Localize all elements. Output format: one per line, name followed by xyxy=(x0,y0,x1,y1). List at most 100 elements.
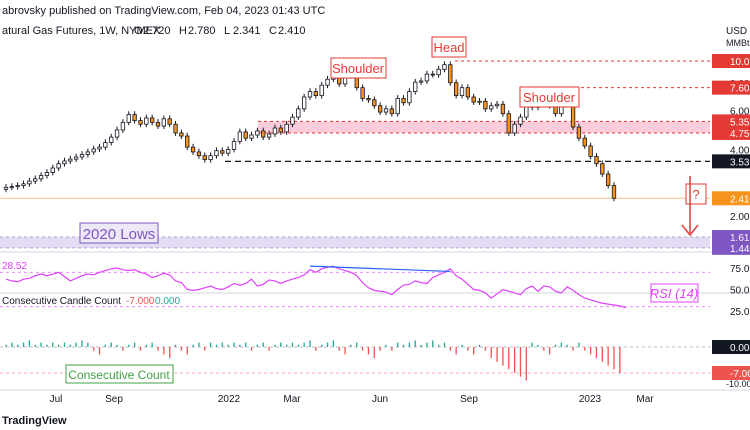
symbol-line: atural Gas Futures, 1W, NYMEX O 2.720 H 2.7… xyxy=(2,25,306,37)
candle-down xyxy=(149,117,155,123)
candle-up xyxy=(161,118,166,127)
consecutive-count-panel xyxy=(0,340,710,381)
candle-up xyxy=(91,148,96,153)
candle-up xyxy=(301,96,307,110)
candle-up xyxy=(44,172,50,177)
price-tag-box xyxy=(712,154,750,169)
candle-up xyxy=(214,150,219,157)
candle-up xyxy=(272,127,278,135)
candle-up xyxy=(296,108,301,118)
question-group: ? xyxy=(681,176,707,237)
price-tag-label: 5.355 xyxy=(730,117,750,128)
ohlc-key-c: C xyxy=(269,25,277,37)
candle-down xyxy=(243,131,248,139)
count-value-1: -7.000 xyxy=(126,296,155,307)
rsi-tick: 50.00 xyxy=(730,286,750,297)
time-tick: Jul xyxy=(50,394,63,405)
price-tag-box xyxy=(712,125,750,140)
candle-up xyxy=(21,183,26,186)
candle-down xyxy=(138,120,143,125)
rsi-current-value: 28.52 xyxy=(2,261,27,272)
candle-down xyxy=(600,163,605,175)
count-indicator-name[interactable]: Consecutive Candle Count xyxy=(2,296,121,307)
price-tag-label: 1.612 xyxy=(730,233,750,244)
candle-down xyxy=(430,73,435,76)
price-tag-label: 7.604 xyxy=(730,84,750,95)
count-tag-zero-box xyxy=(712,340,750,354)
candle-up xyxy=(413,81,418,92)
candle-up xyxy=(284,123,289,133)
time-axis[interactable]: Jul Sep 2022 Mar Jun Sep 2023 Mar xyxy=(50,394,655,405)
head-label: Head xyxy=(433,40,464,55)
candle-up xyxy=(74,156,79,160)
candle-up xyxy=(307,91,313,98)
price-tag-box xyxy=(712,54,750,68)
candle-up xyxy=(120,121,126,131)
rsi-line xyxy=(5,265,626,309)
ohlc-value-c: 2.410 xyxy=(278,25,306,37)
lows-label: 2020 Lows xyxy=(83,226,156,243)
time-tick: Mar xyxy=(636,394,654,405)
candle-up xyxy=(477,100,482,103)
candle-down xyxy=(448,64,453,84)
candle-up xyxy=(109,136,114,143)
brand-name: TradingView xyxy=(2,415,67,427)
count-tick: 0.000 xyxy=(730,343,750,354)
down-arrow-head xyxy=(681,224,699,237)
price-tag-label: 10.028 xyxy=(730,57,750,68)
rsi-divergence-line xyxy=(309,265,451,273)
price-tick: 2.000 xyxy=(730,212,750,223)
price-tag-box xyxy=(712,240,750,255)
candle-down xyxy=(278,127,283,133)
right-shoulder-label-group: Shoulder xyxy=(519,86,580,108)
count-legend: Consecutive Candle Count -7.000 0.000 xyxy=(2,296,180,307)
time-tick: 2022 xyxy=(218,394,241,405)
candle-up xyxy=(266,133,272,138)
candle-down xyxy=(313,91,319,97)
axis-currency: USD xyxy=(726,26,747,37)
lows-zone xyxy=(0,237,710,248)
head-label-box xyxy=(431,36,467,58)
symbol-name[interactable]: atural Gas Futures, 1W, NYMEX xyxy=(2,25,161,37)
right-shoulder-label: Shoulder xyxy=(523,90,576,105)
candle-up xyxy=(50,167,55,173)
rsi-label-group: RSI (14) xyxy=(650,283,699,303)
ohlc-value-l: 2.341 xyxy=(233,25,261,37)
candle-up xyxy=(319,84,324,97)
lows-label-box xyxy=(79,222,159,244)
candle-down xyxy=(500,103,506,115)
rsi-label: RSI (14) xyxy=(650,286,698,301)
candle-down xyxy=(155,121,161,127)
publish-info: abrovsky published on TradingView.com, F… xyxy=(2,5,325,17)
candle-down xyxy=(366,98,371,101)
rsi-label-box xyxy=(650,283,699,303)
candle-up xyxy=(494,103,500,107)
candle-up xyxy=(459,87,465,97)
candle-up xyxy=(436,68,441,76)
candle-up xyxy=(62,160,67,165)
lows-label-group: 2020 Lows xyxy=(79,222,159,244)
candle-down xyxy=(471,96,476,103)
question-label: ? xyxy=(692,187,699,202)
price-tag-label: 1.440 xyxy=(730,244,750,255)
candle-down xyxy=(389,108,395,115)
count-tick: -10.000 xyxy=(726,379,750,389)
candle-up xyxy=(407,91,412,104)
count-label: Consecutive Count xyxy=(68,368,170,382)
count-tick: -7.000 xyxy=(730,369,750,380)
price-zones xyxy=(0,60,710,249)
candle-up xyxy=(79,154,85,158)
candle-down xyxy=(261,130,266,138)
price-tag-box xyxy=(712,114,750,129)
candle-up xyxy=(225,149,231,154)
candle-up xyxy=(103,142,108,148)
candle-down xyxy=(196,151,202,157)
candle-up xyxy=(395,98,400,115)
time-tick: Sep xyxy=(105,394,123,405)
price-axis[interactable]: USDMMBtu8.0006.0004.0002.00010.0287.6045… xyxy=(712,26,750,389)
count-value-2: 0.000 xyxy=(155,296,180,307)
candle-up xyxy=(68,158,73,162)
left-shoulder-label: Shoulder xyxy=(332,61,385,76)
candle-down xyxy=(132,114,137,121)
